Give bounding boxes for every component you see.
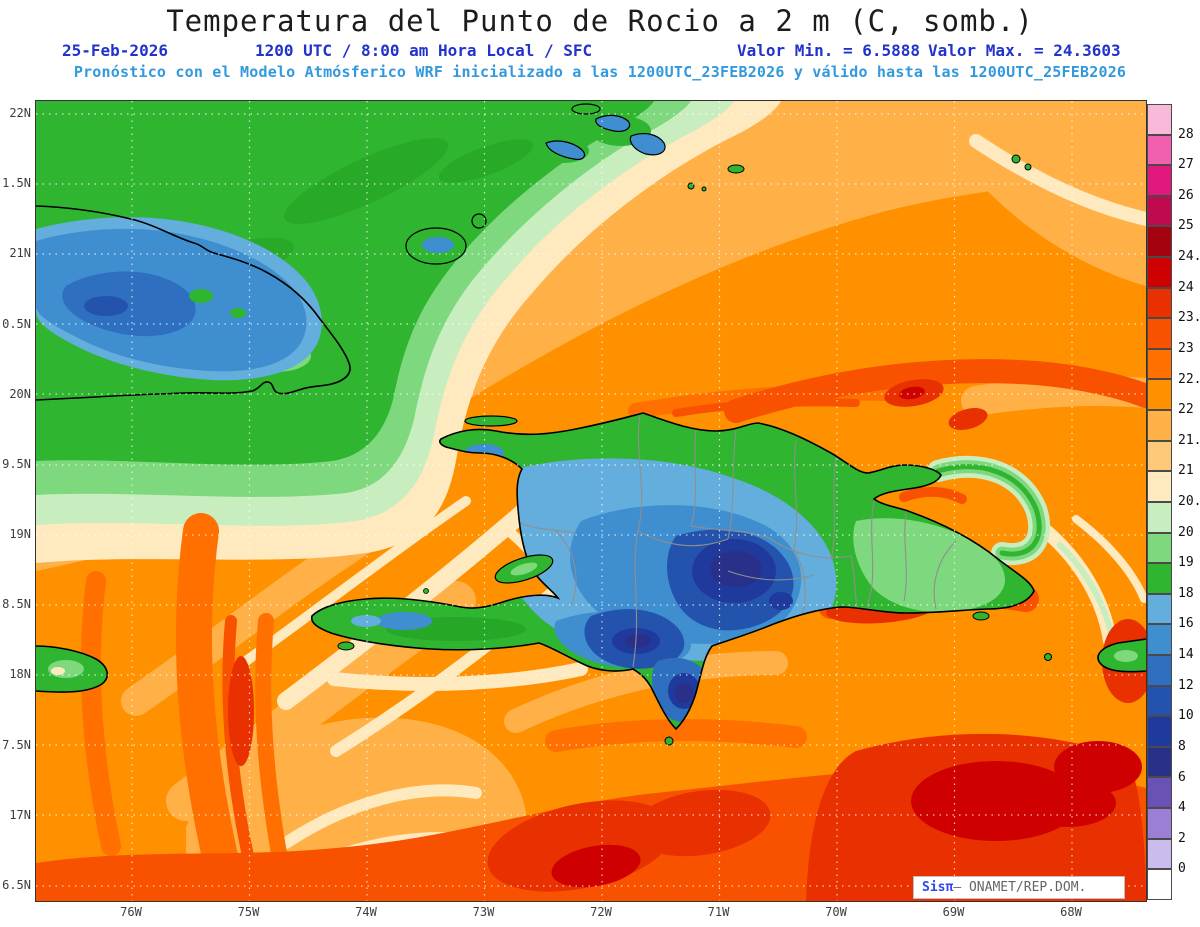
colorbar-label: 18 bbox=[1178, 585, 1194, 601]
watermark-org: — ONAMET/REP.DOM. bbox=[953, 880, 1087, 895]
colorbar-cell bbox=[1147, 685, 1172, 717]
y-tick-label: 6.5N bbox=[2, 877, 31, 892]
colorbar-label: 4 bbox=[1178, 800, 1186, 816]
page-title: Temperatura del Punto de Rocio a 2 m (C,… bbox=[166, 4, 1034, 38]
colorbar-cell bbox=[1147, 563, 1172, 594]
min-value: Valor Min. = 6.5888 bbox=[737, 41, 921, 60]
x-tick-label: 74W bbox=[355, 905, 377, 919]
colorbar-label: 21 bbox=[1178, 463, 1194, 479]
colorbar-cell bbox=[1147, 532, 1172, 564]
x-tick-label: 73W bbox=[472, 905, 495, 919]
colorbar-label: 16 bbox=[1178, 616, 1194, 632]
dark-red-cores bbox=[551, 386, 1142, 888]
y-tick-label: 20N bbox=[9, 386, 31, 401]
colorbar-cell bbox=[1147, 318, 1172, 349]
colorbar-cell bbox=[1147, 746, 1172, 778]
x-tick-label: 69W bbox=[942, 905, 965, 919]
colorbar-label: 24.5 bbox=[1178, 249, 1200, 265]
colorbar-cell bbox=[1147, 287, 1172, 319]
colorbar-label: 12 bbox=[1178, 677, 1194, 693]
hispaniola-interior bbox=[351, 415, 1005, 723]
colorbar-label: 10 bbox=[1178, 708, 1194, 724]
colorbar-cell bbox=[1147, 379, 1172, 411]
watermark: Sisπ— ONAMET/REP.DOM. bbox=[914, 877, 1124, 898]
colorbar-cell bbox=[1147, 134, 1172, 166]
colorbar-label: 20.5 bbox=[1178, 494, 1200, 509]
colorbar-label: 23 bbox=[1178, 340, 1194, 356]
y-tick-label: 8.5N bbox=[2, 597, 31, 612]
colorbar-cell bbox=[1147, 838, 1172, 870]
colorbar-label: 28 bbox=[1178, 126, 1194, 142]
province-borders bbox=[515, 415, 957, 668]
colorbar-label: 6 bbox=[1178, 769, 1186, 785]
y-tick-label: 0.5N bbox=[2, 316, 31, 331]
colorbar-cell bbox=[1147, 869, 1172, 900]
colorbar-cell bbox=[1147, 716, 1172, 747]
colorbar-cell bbox=[1147, 165, 1172, 196]
y-tick-label: 18N bbox=[9, 667, 31, 682]
model-info: Pronóstico con el Modelo Atmósferico WRF… bbox=[73, 63, 1127, 81]
colorbar-cell bbox=[1147, 777, 1172, 809]
colorbar-label: 24 bbox=[1178, 279, 1194, 295]
colorbar-cell bbox=[1147, 257, 1172, 288]
jamaica-landmass bbox=[36, 645, 109, 693]
satellite-islands bbox=[337, 415, 990, 746]
colorbar-label: 22 bbox=[1178, 402, 1194, 418]
colorbar bbox=[1147, 104, 1172, 900]
x-tick-label: 75W bbox=[237, 905, 260, 919]
colorbar-label: 26 bbox=[1178, 187, 1194, 203]
colorbar-cell bbox=[1147, 654, 1172, 686]
colorbar-cell bbox=[1147, 440, 1172, 472]
colorbar-cell bbox=[1147, 104, 1172, 135]
bahamas-islands bbox=[405, 103, 1032, 265]
valid-time: 1200 UTC / 8:00 am Hora Local / SFC bbox=[255, 41, 593, 60]
colorbar-cell bbox=[1147, 593, 1172, 625]
colorbar-cell bbox=[1147, 501, 1172, 533]
y-tick-label: 17N bbox=[9, 807, 31, 822]
x-tick-label: 71W bbox=[707, 905, 730, 919]
y-tick-label: 19N bbox=[9, 527, 31, 542]
header-line: 25-Feb-2026 1200 UTC / 8:00 am Hora Loca… bbox=[0, 41, 1200, 61]
watermark-brand: Sisπ bbox=[922, 880, 954, 895]
x-tick-label: 70W bbox=[825, 905, 847, 919]
colorbar-cell bbox=[1147, 348, 1172, 380]
colorbar-cell bbox=[1147, 808, 1172, 839]
y-tick-label: 21N bbox=[9, 246, 31, 261]
dewpoint-field bbox=[36, 101, 1146, 901]
colorbar-label: 14 bbox=[1178, 647, 1194, 663]
colorbar-label: 21.5 bbox=[1178, 432, 1200, 448]
puerto-rico-landmass bbox=[1044, 638, 1146, 673]
colorbar-label: 23.5 bbox=[1178, 310, 1200, 326]
x-tick-label: 76W bbox=[120, 905, 142, 919]
colorbar-label: 8 bbox=[1178, 738, 1186, 754]
forecast-map: Sisπ— ONAMET/REP.DOM. bbox=[35, 100, 1147, 902]
colorbar-label: 2 bbox=[1178, 830, 1186, 846]
y-tick-label: 7.5N bbox=[2, 737, 31, 752]
hispaniola-landmass bbox=[310, 412, 1035, 731]
colorbar-label: 19 bbox=[1178, 555, 1194, 571]
y-tick-label: 22N bbox=[9, 106, 31, 120]
colorbar-cell bbox=[1147, 471, 1172, 502]
valid-date: 25-Feb-2026 bbox=[62, 41, 168, 60]
green-curl-offshore bbox=[927, 455, 1051, 566]
colorbar-label: 22.5 bbox=[1178, 371, 1200, 387]
colorbar-cell bbox=[1147, 195, 1172, 227]
colorbar-label: 0 bbox=[1178, 861, 1186, 877]
max-value: Valor Max. = 24.3603 bbox=[928, 41, 1121, 60]
colorbar-cell bbox=[1147, 226, 1172, 258]
colorbar-cell bbox=[1147, 624, 1172, 655]
colorbar-cell bbox=[1147, 410, 1172, 441]
y-tick-label: 9.5N bbox=[2, 456, 31, 471]
x-tick-label: 68W bbox=[1060, 905, 1082, 919]
colorbar-label: 27 bbox=[1178, 157, 1194, 173]
colorbar-label: 20 bbox=[1178, 524, 1194, 540]
colorbar-label: 25 bbox=[1178, 218, 1194, 234]
y-tick-label: 1.5N bbox=[2, 176, 31, 191]
x-tick-label: 72W bbox=[590, 905, 612, 919]
